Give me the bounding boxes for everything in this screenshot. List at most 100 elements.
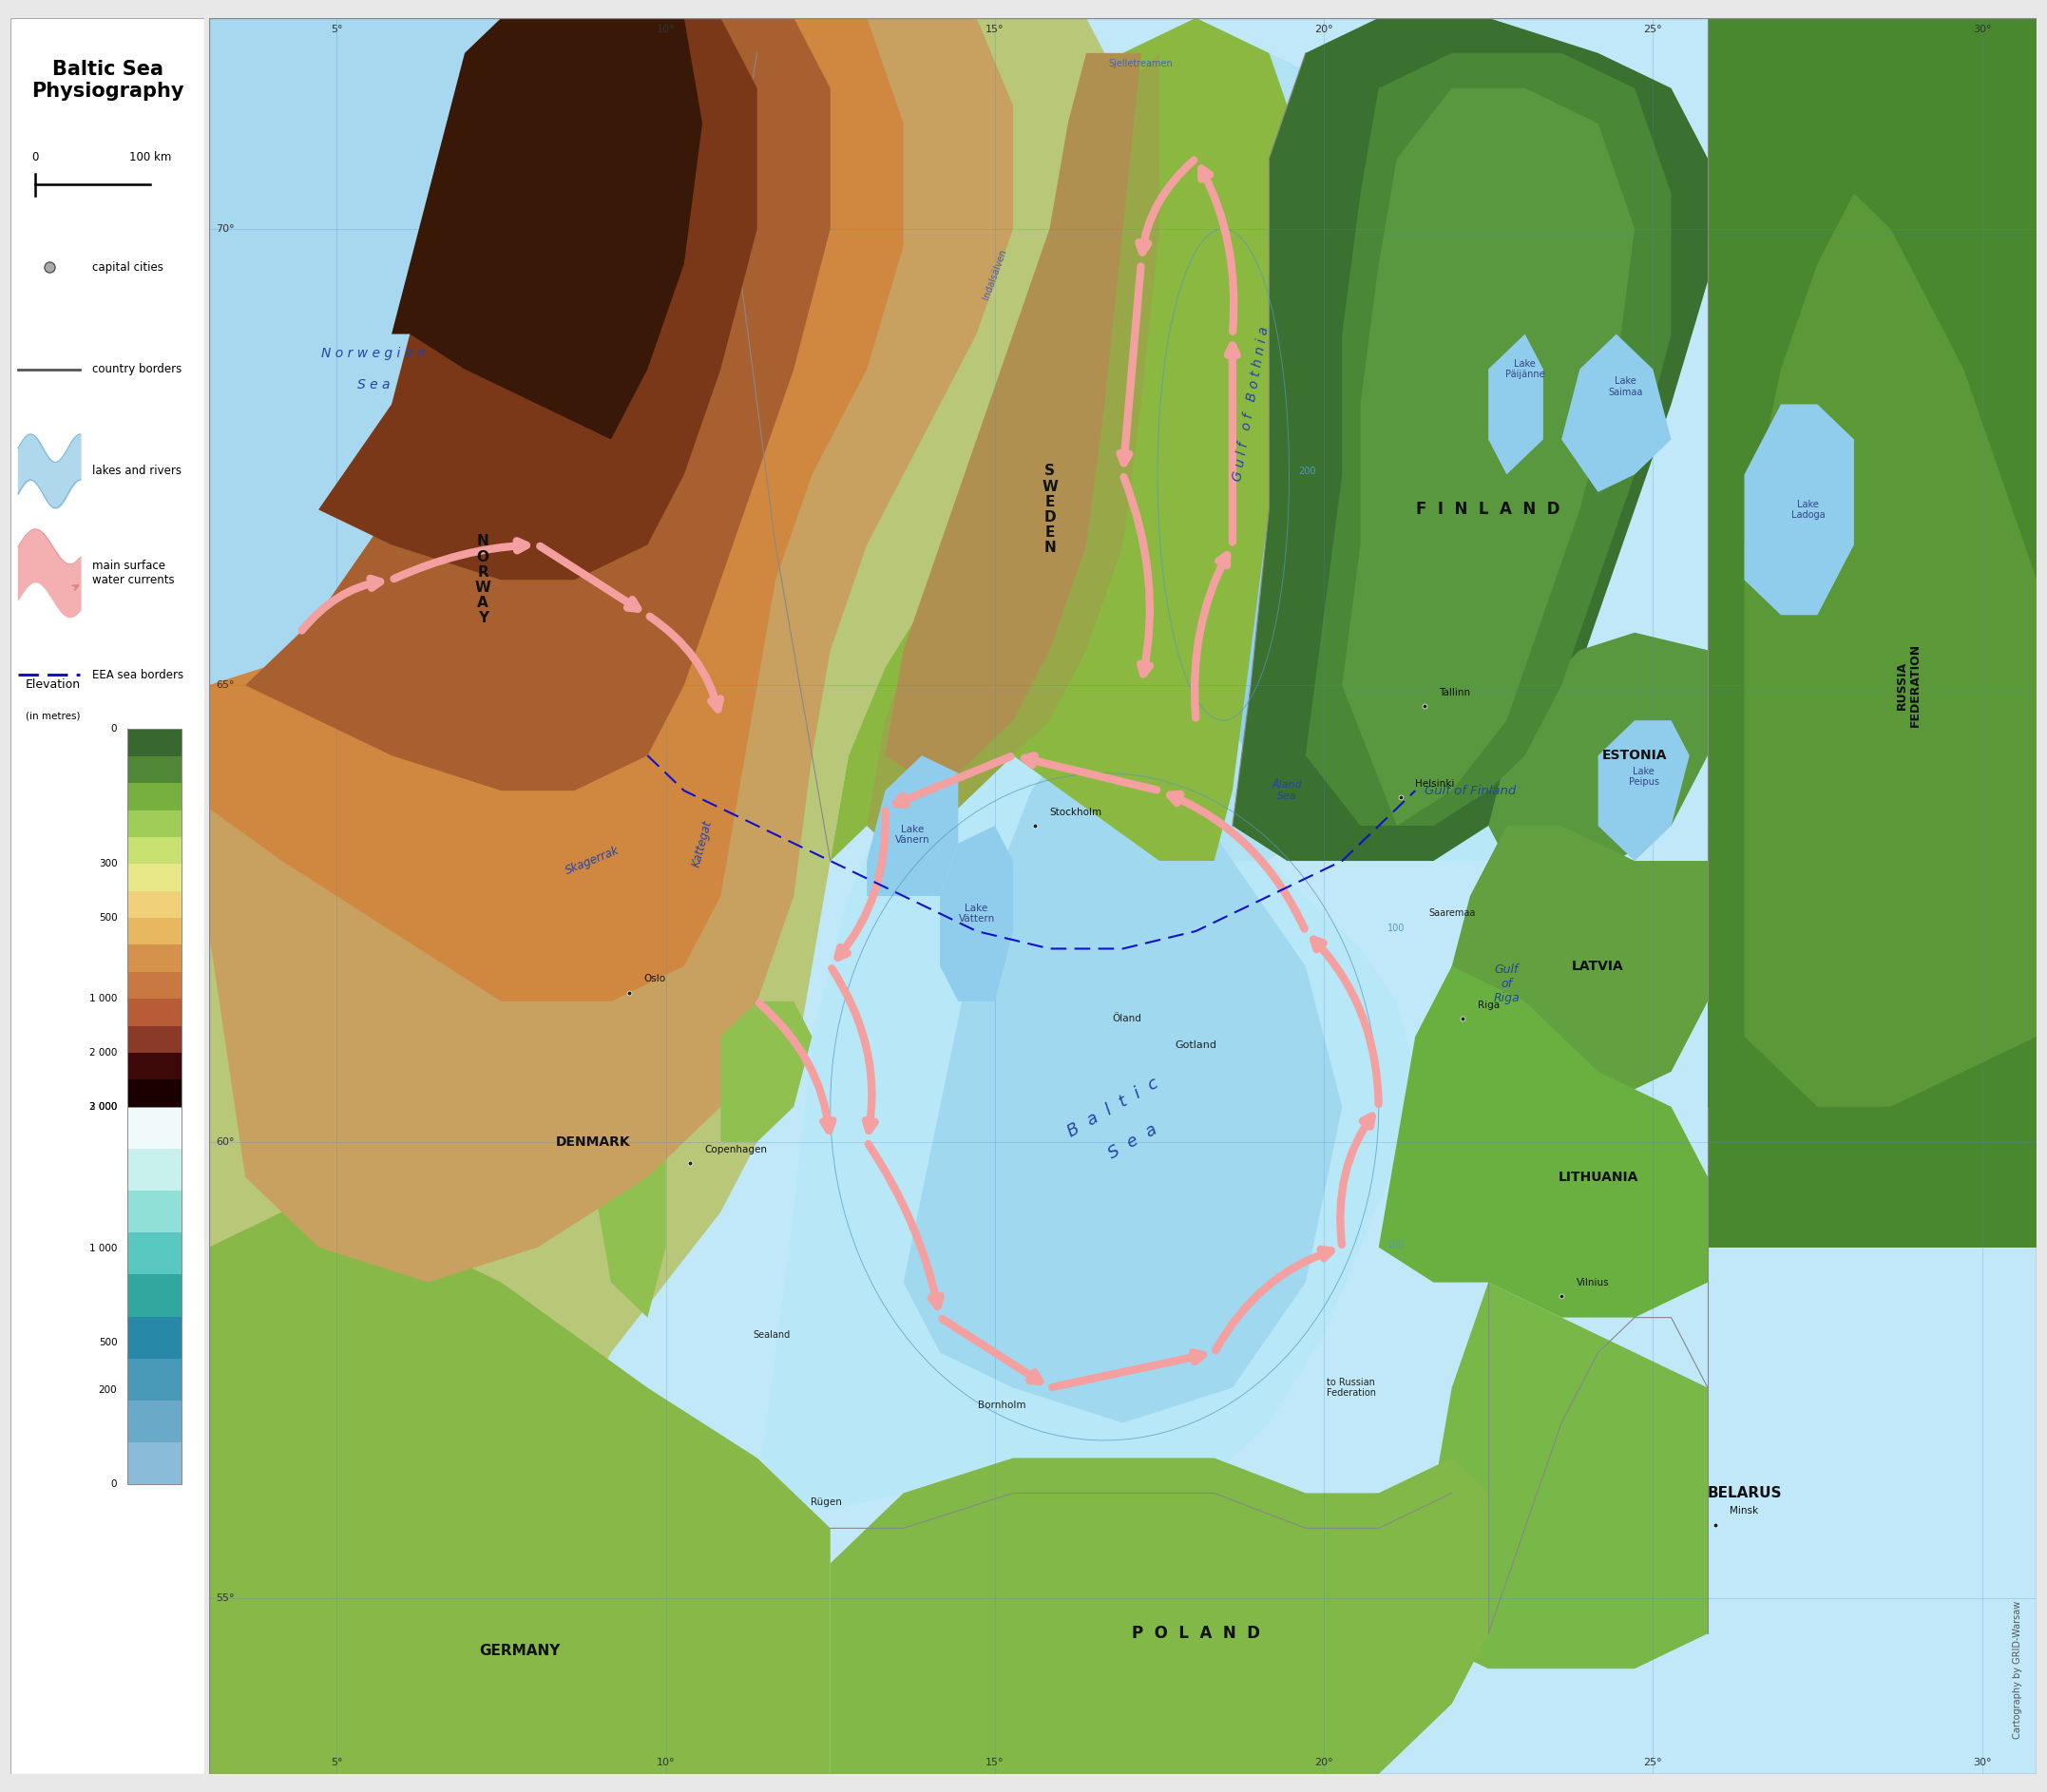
- Bar: [127, 729, 182, 756]
- Polygon shape: [1744, 405, 1855, 615]
- Polygon shape: [1433, 826, 1707, 1107]
- Bar: [127, 1054, 182, 1081]
- Text: GERMANY: GERMANY: [479, 1643, 561, 1658]
- Text: 200: 200: [98, 1385, 117, 1394]
- Text: 2 000: 2 000: [90, 1048, 117, 1057]
- Text: Helsinki: Helsinki: [1414, 780, 1455, 788]
- Text: Riga: Riga: [1478, 1000, 1498, 1011]
- Text: 10°: 10°: [657, 25, 676, 34]
- Text: 25°: 25°: [1644, 25, 1662, 34]
- Text: Lake
Ladoga: Lake Ladoga: [1791, 500, 1826, 520]
- Text: F  I  N  L  A  N  D: F I N L A N D: [1417, 502, 1560, 518]
- Polygon shape: [721, 1002, 813, 1142]
- Text: 60°: 60°: [217, 1138, 235, 1147]
- Bar: [127, 864, 182, 891]
- Text: EEA sea borders: EEA sea borders: [92, 668, 184, 681]
- Bar: [127, 837, 182, 864]
- Bar: [127, 810, 182, 837]
- Text: Vilnius: Vilnius: [1576, 1278, 1609, 1288]
- Bar: [127, 1107, 182, 1149]
- Text: Baltic Sea
Physiography: Baltic Sea Physiography: [31, 61, 184, 100]
- Text: 0: 0: [33, 151, 39, 163]
- Text: N
O
R
W
A
Y: N O R W A Y: [475, 534, 491, 625]
- Polygon shape: [1380, 966, 1707, 1317]
- Text: 0: 0: [111, 1480, 117, 1489]
- Polygon shape: [209, 18, 739, 685]
- Text: ESTONIA: ESTONIA: [1603, 749, 1666, 762]
- Text: DENMARK: DENMARK: [555, 1134, 630, 1149]
- Polygon shape: [1599, 720, 1689, 860]
- Bar: [127, 1317, 182, 1358]
- Text: 300: 300: [98, 858, 117, 869]
- Polygon shape: [246, 18, 831, 790]
- Bar: [127, 1274, 182, 1317]
- Polygon shape: [1414, 1283, 1707, 1668]
- Text: LATVIA: LATVIA: [1572, 959, 1623, 973]
- Text: Gotland: Gotland: [1175, 1041, 1216, 1050]
- Polygon shape: [1159, 54, 1380, 860]
- Text: Lake
Päijänne: Lake Päijänne: [1505, 358, 1545, 380]
- Text: 5°: 5°: [332, 1758, 342, 1767]
- Text: Elevation: Elevation: [27, 677, 82, 690]
- Bar: [127, 1358, 182, 1400]
- Text: 10°: 10°: [657, 1758, 676, 1767]
- Text: N o r w e g i a n

S e a: N o r w e g i a n S e a: [321, 348, 426, 391]
- Text: Lake
Peipus: Lake Peipus: [1629, 767, 1658, 787]
- Polygon shape: [1232, 18, 1707, 860]
- Text: Lake
Saimaa: Lake Saimaa: [1609, 376, 1644, 398]
- Text: P  O  L  A  N  D: P O L A N D: [1132, 1625, 1261, 1641]
- Text: country borders: country borders: [92, 364, 182, 375]
- Text: 0: 0: [111, 724, 117, 735]
- Text: S
W
E
D
E
N: S W E D E N: [1042, 464, 1058, 556]
- Text: 15°: 15°: [985, 1758, 1005, 1767]
- Polygon shape: [866, 54, 1159, 860]
- Text: Bornholm: Bornholm: [978, 1401, 1026, 1410]
- Text: 20°: 20°: [1314, 1758, 1333, 1767]
- Text: Sealand: Sealand: [753, 1330, 790, 1340]
- Text: BELARUS: BELARUS: [1707, 1486, 1781, 1500]
- Polygon shape: [538, 668, 831, 1107]
- Text: main surface
water currents: main surface water currents: [92, 559, 174, 586]
- Polygon shape: [940, 826, 1013, 1002]
- Bar: [127, 1149, 182, 1190]
- Polygon shape: [1306, 54, 1670, 826]
- Text: Gulf
of
Riga: Gulf of Riga: [1494, 964, 1519, 1004]
- Text: LITHUANIA: LITHUANIA: [1558, 1170, 1638, 1185]
- Text: Kattegat: Kattegat: [690, 819, 714, 867]
- Text: Saaremaa: Saaremaa: [1429, 909, 1476, 918]
- Text: Minsk: Minsk: [1730, 1507, 1758, 1516]
- Text: G u l f   o f   B o t h n i a: G u l f o f B o t h n i a: [1230, 326, 1271, 482]
- Text: 25°: 25°: [1644, 1758, 1662, 1767]
- Polygon shape: [1343, 88, 1636, 826]
- Polygon shape: [1707, 18, 2037, 1247]
- Bar: [127, 729, 182, 1107]
- Bar: [127, 998, 182, 1025]
- Text: Sjelletreamen: Sjelletreamen: [1109, 59, 1173, 68]
- Text: 30°: 30°: [1973, 1758, 1992, 1767]
- Polygon shape: [1269, 738, 1599, 860]
- Text: RUSSIA
FEDERATION: RUSSIA FEDERATION: [1896, 643, 1922, 728]
- Polygon shape: [831, 18, 1306, 860]
- Bar: [127, 1107, 182, 1484]
- Text: 100: 100: [1388, 1240, 1406, 1249]
- Text: capital cities: capital cities: [92, 262, 164, 274]
- Text: 2 000: 2 000: [90, 1102, 117, 1111]
- Text: Indalsälven: Indalsälven: [981, 247, 1009, 301]
- Bar: [127, 1443, 182, 1484]
- Bar: [127, 891, 182, 918]
- Text: 100 km: 100 km: [129, 151, 172, 163]
- Text: 500: 500: [98, 914, 117, 923]
- Bar: [127, 971, 182, 998]
- Bar: [127, 1190, 182, 1233]
- Polygon shape: [757, 615, 1414, 1511]
- Polygon shape: [1744, 194, 2037, 1107]
- Text: 55°: 55°: [217, 1593, 235, 1604]
- Text: 3 000: 3 000: [90, 1102, 117, 1111]
- Text: Öland: Öland: [1112, 1014, 1140, 1023]
- Polygon shape: [884, 54, 1140, 790]
- Bar: [127, 918, 182, 944]
- Polygon shape: [1488, 333, 1543, 475]
- Polygon shape: [209, 18, 903, 1002]
- Text: Copenhagen: Copenhagen: [704, 1145, 768, 1154]
- Text: Stockholm: Stockholm: [1050, 808, 1101, 817]
